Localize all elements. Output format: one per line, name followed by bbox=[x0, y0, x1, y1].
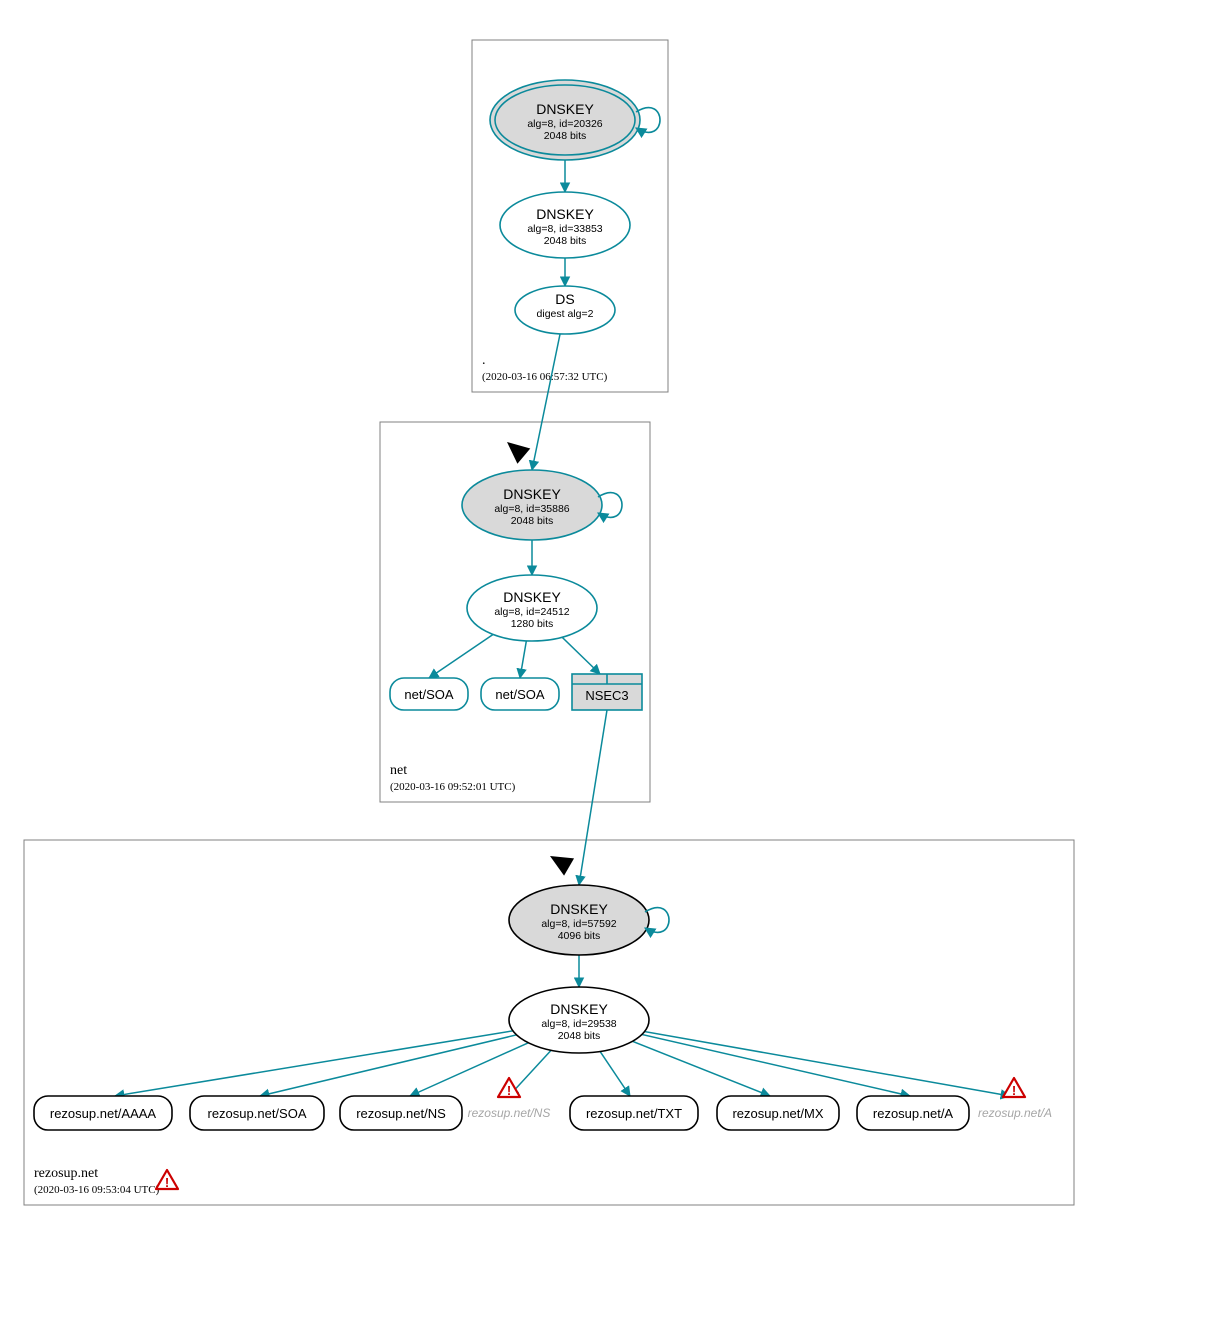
delegation-arrow bbox=[507, 442, 530, 464]
svg-text:2048 bits: 2048 bits bbox=[544, 130, 587, 142]
zone-name-net: net bbox=[390, 763, 407, 778]
node-net_soa1: net/SOA bbox=[390, 678, 468, 710]
zone-name-root: . bbox=[482, 353, 486, 368]
edge bbox=[611, 1027, 910, 1096]
edge bbox=[597, 1047, 630, 1096]
node-rr_txt: rezosup.net/TXT bbox=[570, 1096, 698, 1130]
svg-text:digest alg=2: digest alg=2 bbox=[537, 308, 594, 320]
svg-text:rezosup.net/MX: rezosup.net/MX bbox=[732, 1106, 823, 1121]
node-rr_aaaa: rezosup.net/AAAA bbox=[34, 1096, 172, 1130]
svg-text:alg=8, id=29538: alg=8, id=29538 bbox=[541, 1018, 616, 1030]
node-net_soa2: net/SOA bbox=[481, 678, 559, 710]
svg-text:rezosup.net/NS: rezosup.net/NS bbox=[356, 1106, 446, 1121]
node-rr_a: rezosup.net/A bbox=[857, 1096, 969, 1130]
svg-text:1280 bits: 1280 bits bbox=[511, 618, 554, 630]
edge bbox=[532, 334, 560, 470]
node-net_nsec3: NSEC3 bbox=[572, 674, 642, 710]
svg-text:rezosup.net/TXT: rezosup.net/TXT bbox=[586, 1106, 682, 1121]
svg-text:rezosup.net/NS: rezosup.net/NS bbox=[468, 1106, 551, 1120]
node-rez_zsk: DNSKEYalg=8, id=295382048 bits bbox=[509, 987, 649, 1053]
warning-icon: ! bbox=[1003, 1078, 1025, 1098]
node-root_ksk: DNSKEYalg=8, id=203262048 bits bbox=[490, 80, 660, 160]
node-rr_a_i: rezosup.net/A bbox=[978, 1106, 1052, 1120]
node-net_zsk: DNSKEYalg=8, id=245121280 bits bbox=[467, 575, 597, 641]
svg-text:DNSKEY: DNSKEY bbox=[503, 486, 561, 502]
svg-text:DNSKEY: DNSKEY bbox=[503, 589, 561, 605]
edge bbox=[611, 1026, 1010, 1096]
nodes-layer: DNSKEYalg=8, id=203262048 bitsDNSKEYalg=… bbox=[34, 80, 1052, 1130]
svg-text:DNSKEY: DNSKEY bbox=[536, 101, 594, 117]
svg-text:alg=8, id=24512: alg=8, id=24512 bbox=[494, 606, 569, 618]
svg-text:!: ! bbox=[165, 1175, 169, 1190]
svg-text:rezosup.net/AAAA: rezosup.net/AAAA bbox=[50, 1106, 157, 1121]
node-root_ds: DSdigest alg=2 bbox=[515, 286, 615, 334]
zone-name-rezosup: rezosup.net bbox=[34, 1166, 98, 1181]
svg-text:4096 bits: 4096 bits bbox=[558, 930, 601, 942]
edge bbox=[115, 1025, 546, 1096]
zone-timestamp-rezosup: (2020-03-16 09:53:04 UTC) bbox=[34, 1184, 160, 1196]
svg-text:alg=8, id=35886: alg=8, id=35886 bbox=[494, 503, 569, 515]
svg-text:alg=8, id=33853: alg=8, id=33853 bbox=[527, 223, 602, 235]
svg-text:alg=8, id=20326: alg=8, id=20326 bbox=[527, 118, 602, 130]
svg-text:2048 bits: 2048 bits bbox=[558, 1030, 601, 1042]
delegation-arrow bbox=[550, 856, 574, 876]
svg-text:net/SOA: net/SOA bbox=[495, 687, 544, 702]
node-rr_ns: rezosup.net/NS bbox=[340, 1096, 462, 1130]
svg-text:2048 bits: 2048 bits bbox=[511, 515, 554, 527]
svg-text:DS: DS bbox=[555, 291, 574, 307]
dnssec-diagram: . (2020-03-16 06:57:32 UTC) net (2020-03-16… bbox=[10, 10, 1229, 1318]
node-net_ksk: DNSKEYalg=8, id=358862048 bits bbox=[462, 470, 622, 540]
edge bbox=[579, 710, 607, 885]
node-rez_ksk: DNSKEYalg=8, id=575924096 bits bbox=[509, 885, 669, 955]
zone-timestamp-net: (2020-03-16 09:52:01 UTC) bbox=[390, 781, 516, 793]
svg-text:rezosup.net/A: rezosup.net/A bbox=[978, 1106, 1052, 1120]
svg-text:DNSKEY: DNSKEY bbox=[550, 901, 608, 917]
zone-timestamp-root: (2020-03-16 06:57:32 UTC) bbox=[482, 371, 608, 383]
svg-text:rezosup.net/SOA: rezosup.net/SOA bbox=[208, 1106, 307, 1121]
svg-text:!: ! bbox=[507, 1083, 511, 1098]
svg-text:DNSKEY: DNSKEY bbox=[550, 1001, 608, 1017]
warning-icon: ! bbox=[156, 1170, 178, 1190]
svg-text:alg=8, id=57592: alg=8, id=57592 bbox=[541, 918, 616, 930]
svg-text:NSEC3: NSEC3 bbox=[585, 688, 628, 703]
node-root_zsk: DNSKEYalg=8, id=338532048 bits bbox=[500, 192, 630, 258]
node-rr_ns_i: rezosup.net/NS bbox=[468, 1106, 551, 1120]
node-rr_mx: rezosup.net/MX bbox=[717, 1096, 839, 1130]
svg-text:!: ! bbox=[1012, 1083, 1016, 1098]
node-rr_soa: rezosup.net/SOA bbox=[190, 1096, 324, 1130]
edge bbox=[520, 641, 526, 678]
svg-text:2048 bits: 2048 bits bbox=[544, 235, 587, 247]
svg-text:DNSKEY: DNSKEY bbox=[536, 206, 594, 222]
svg-text:rezosup.net/A: rezosup.net/A bbox=[873, 1106, 954, 1121]
edge bbox=[610, 1032, 770, 1096]
svg-text:net/SOA: net/SOA bbox=[404, 687, 453, 702]
